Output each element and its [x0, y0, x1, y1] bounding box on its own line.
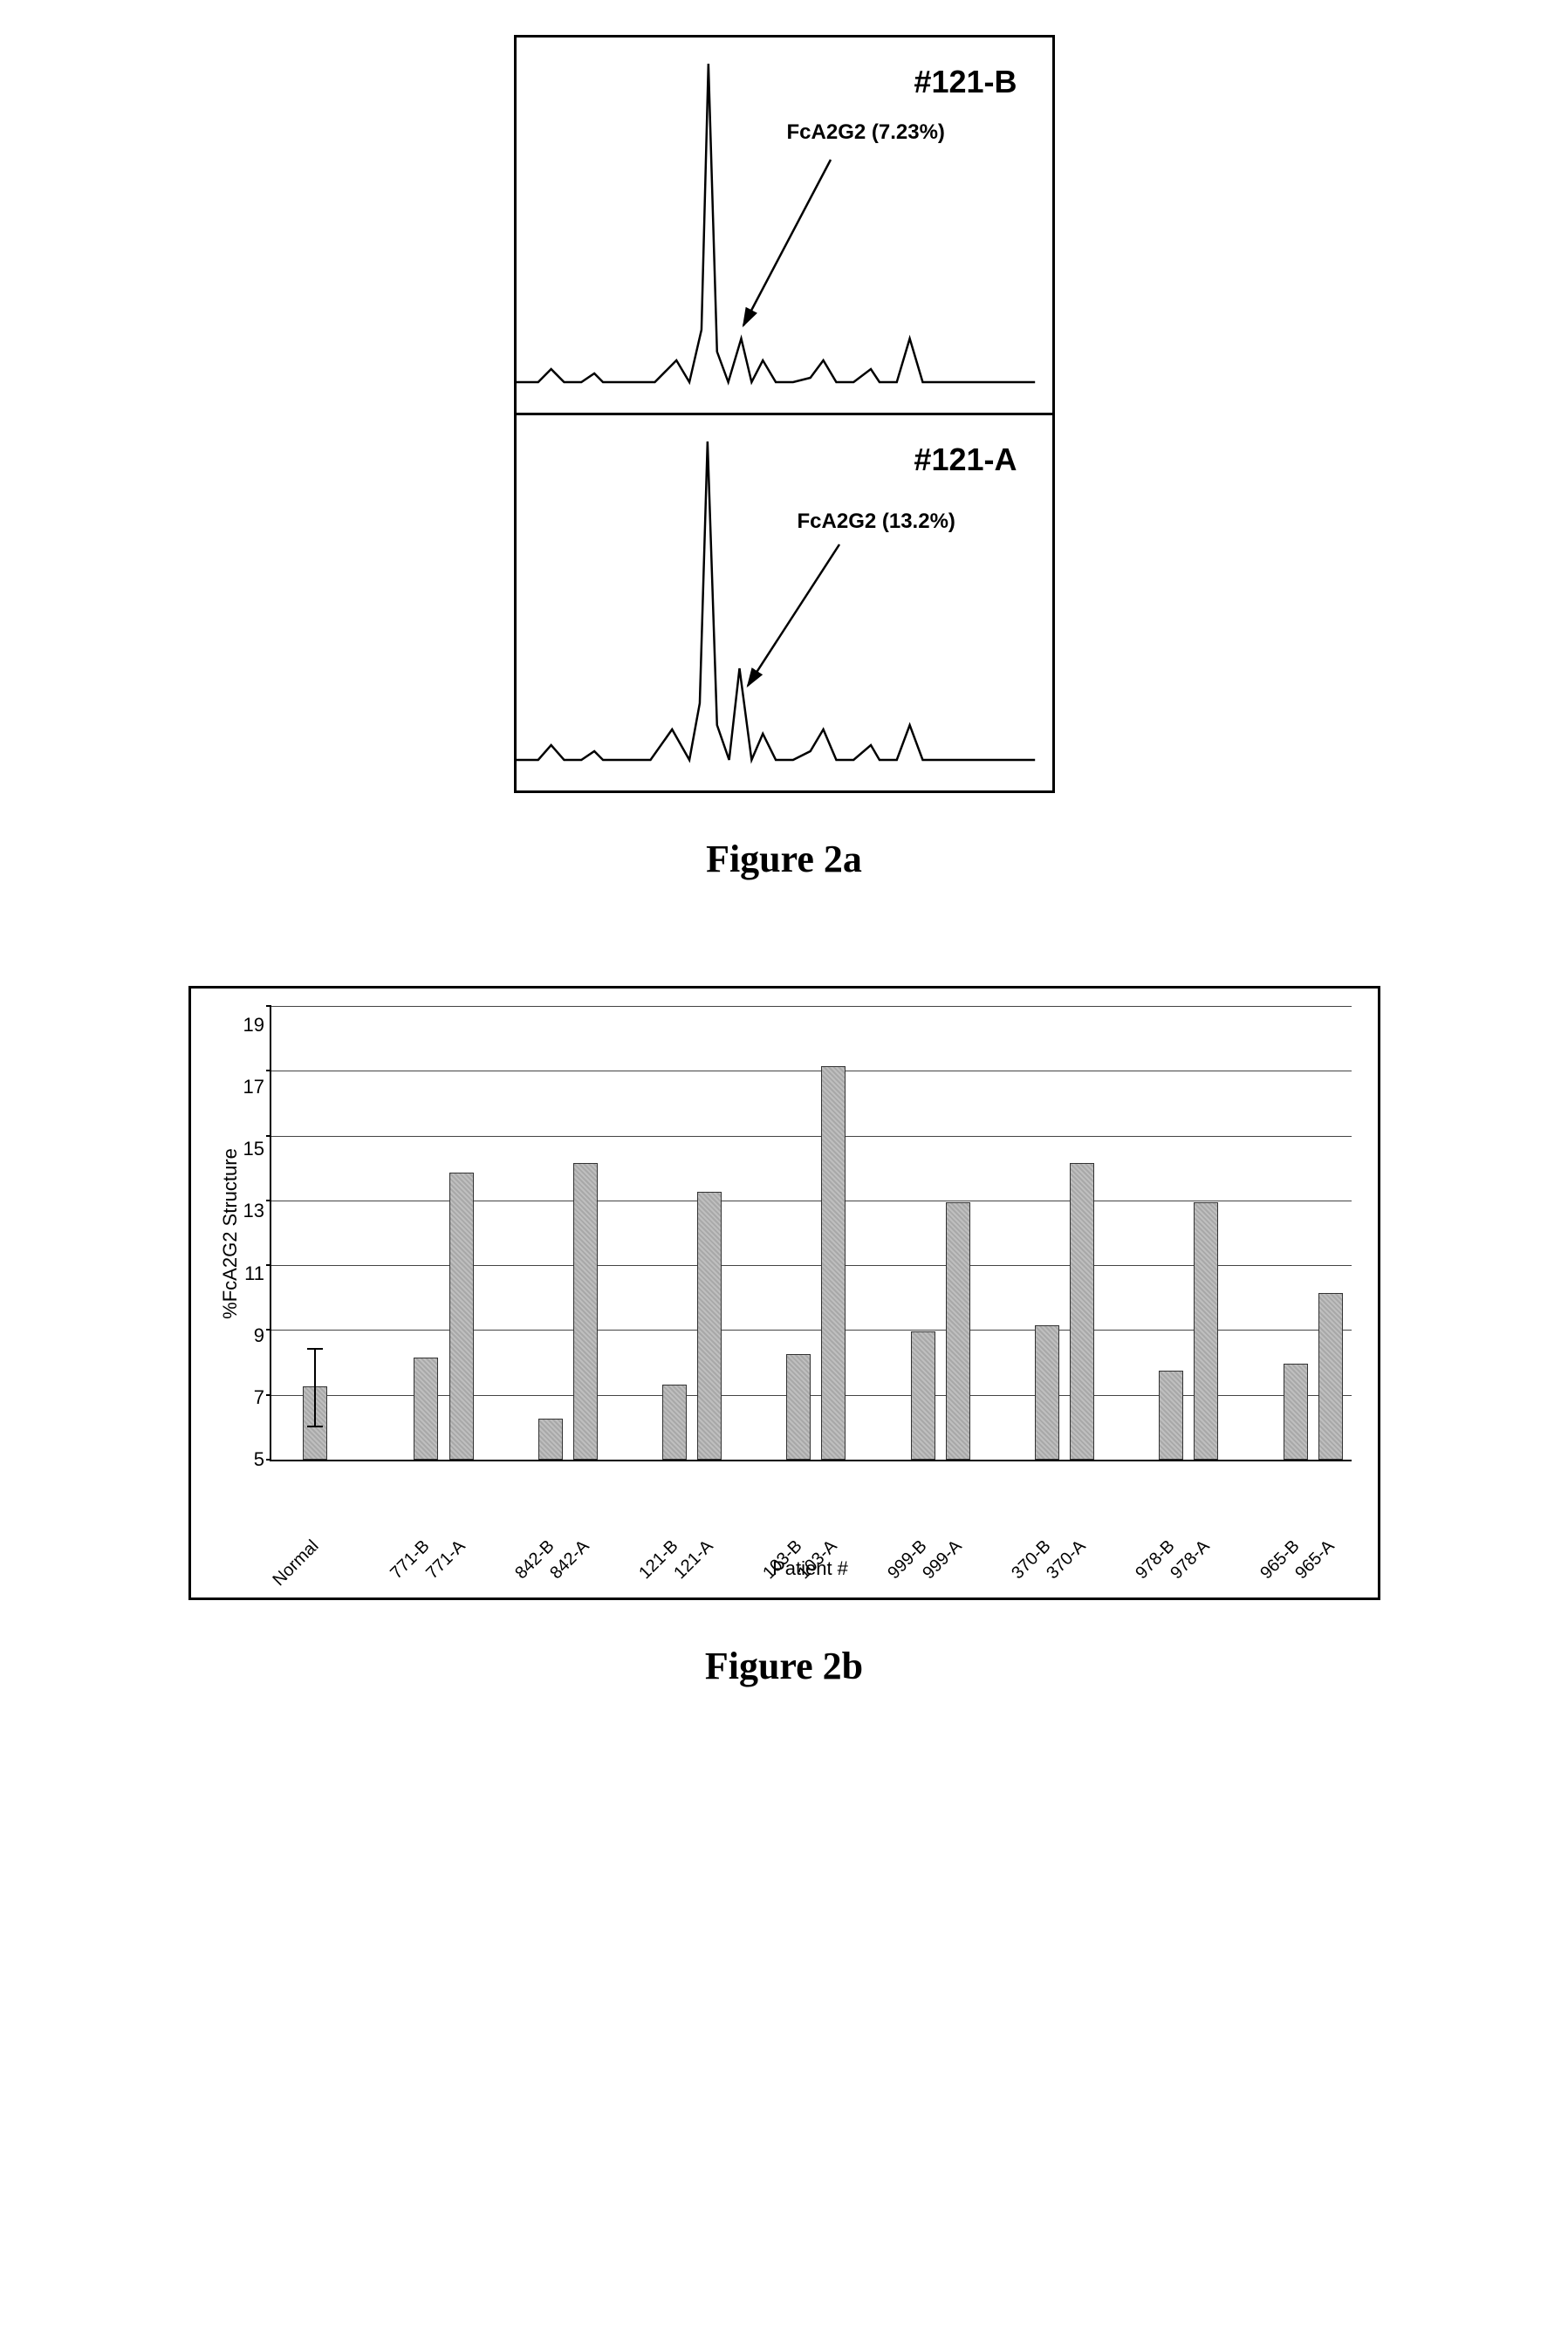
xaxis-labels: Normal771-B771-A842-B842-A121-B121-A103-… — [271, 1460, 1352, 1564]
gridline — [271, 1006, 1352, 1007]
plot-wrap: %FcA2G2 Structure 1917151311975 Normal77… — [217, 1006, 1352, 1461]
bar-121-a — [697, 1192, 722, 1460]
ytick-mark — [266, 1135, 271, 1137]
gridline — [271, 1136, 1352, 1137]
gridline — [271, 1330, 1352, 1331]
bar-999-b — [911, 1331, 935, 1460]
figure-caption: Figure 2b — [705, 1644, 863, 1688]
ytick-mark — [266, 1394, 271, 1396]
ytick-mark — [266, 1264, 271, 1266]
ytick-mark — [266, 1070, 271, 1071]
ytick-mark — [266, 1200, 271, 1201]
gridline — [271, 1265, 1352, 1266]
panel-121-b: #121-B FcA2G2 (7.23%) — [514, 35, 1055, 415]
ytick-label: 9 — [243, 1326, 264, 1345]
bar-965-b — [1284, 1364, 1308, 1460]
bar-842-b — [538, 1419, 563, 1460]
bar-965-a — [1318, 1293, 1343, 1460]
ytick-mark — [266, 1005, 271, 1007]
ytick-mark — [266, 1329, 271, 1331]
xlabel: Normal — [270, 1536, 324, 1591]
figure-2a-group: #121-B FcA2G2 (7.23%) #121-A FcA2G2 (13.… — [514, 35, 1055, 881]
chromatogram-trace — [517, 38, 1052, 413]
plot-area: Normal771-B771-A842-B842-A121-B121-A103-… — [270, 1006, 1352, 1461]
ytick-label: 13 — [243, 1201, 264, 1221]
bar-771-a — [449, 1173, 474, 1460]
ytick-column: 1917151311975 — [243, 1006, 270, 1460]
ytick-label: 19 — [243, 1016, 264, 1035]
bar-978-a — [1194, 1202, 1218, 1460]
chromatogram-stack: #121-B FcA2G2 (7.23%) #121-A FcA2G2 (13.… — [514, 35, 1055, 793]
bar-121-b — [662, 1385, 687, 1460]
yaxis-title: %FcA2G2 Structure — [219, 1148, 242, 1319]
figure-2b-group: %FcA2G2 Structure 19 17 15 13 11 9 7 5 Normal77… — [188, 986, 1380, 1688]
bar-370-a — [1070, 1163, 1094, 1460]
figure-caption: Figure 2a — [706, 837, 862, 881]
bar-978-b — [1159, 1371, 1183, 1460]
chromatogram-trace — [517, 415, 1052, 790]
bar-842-a — [573, 1163, 598, 1460]
bar-370-b — [1035, 1325, 1059, 1460]
yaxis-title-cell: %FcA2G2 Structure — [217, 1006, 243, 1461]
ytick-mark — [266, 1459, 271, 1461]
panel-121-a: #121-A FcA2G2 (13.2%) — [514, 413, 1055, 793]
ytick-label: 7 — [243, 1388, 264, 1407]
ytick-label: 17 — [243, 1078, 264, 1097]
bar-normal — [303, 1386, 327, 1460]
ytick-label: 11 — [243, 1264, 264, 1283]
bar-103-b — [786, 1354, 811, 1460]
bar-771-b — [414, 1358, 438, 1460]
ytick-label: 15 — [243, 1139, 264, 1159]
barchart-frame: %FcA2G2 Structure 19 17 15 13 11 9 7 5 Normal77… — [188, 986, 1380, 1600]
ytick-label: 5 — [243, 1450, 264, 1469]
bar-999-a — [946, 1202, 970, 1460]
bar-103-a — [821, 1066, 846, 1460]
